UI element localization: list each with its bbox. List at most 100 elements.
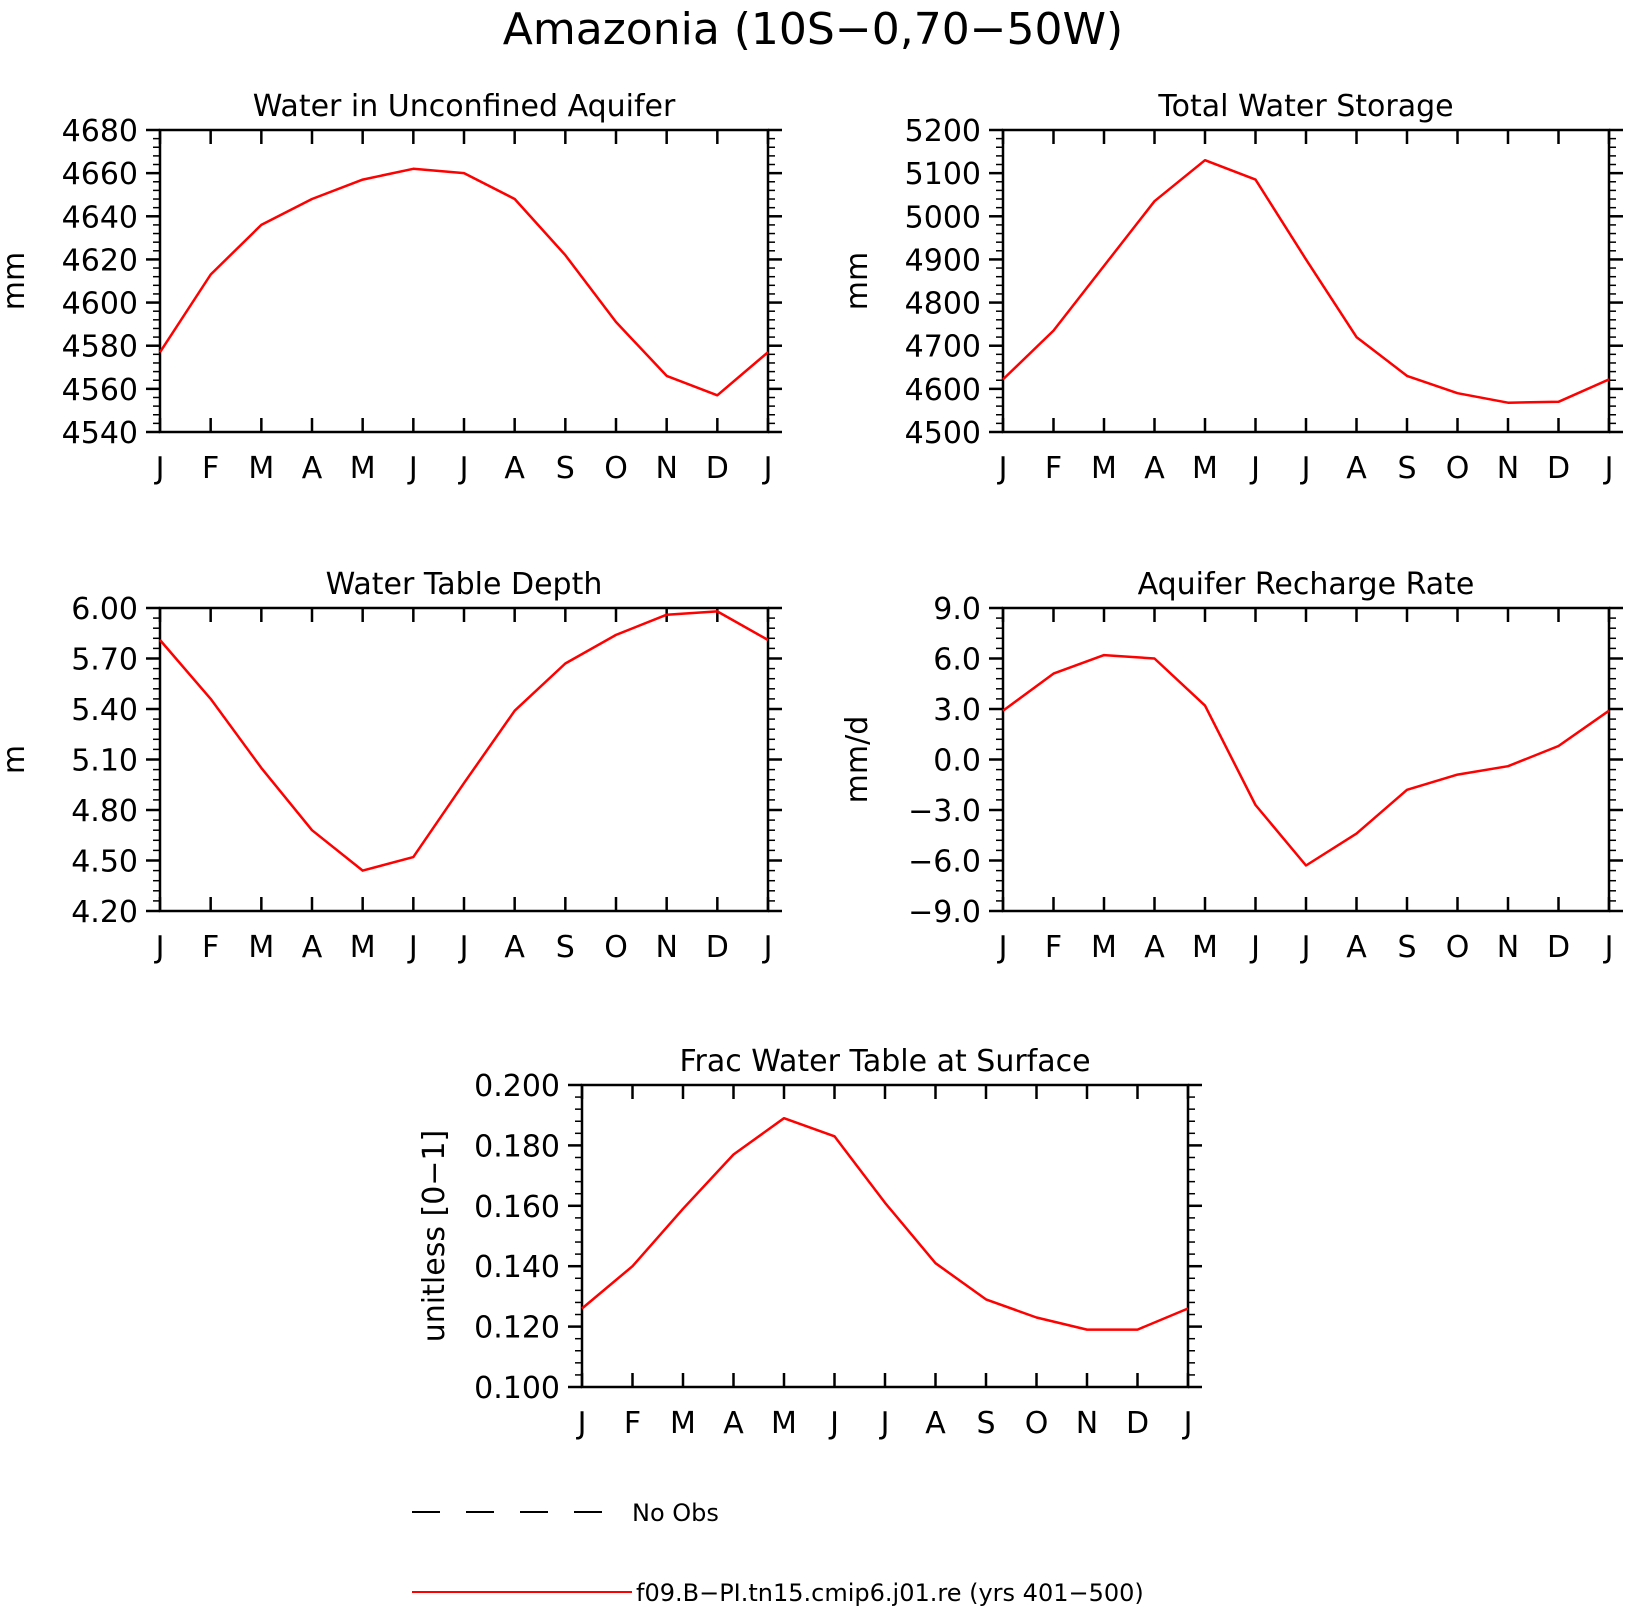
y-tick-label: 6.0: [933, 643, 981, 678]
x-tick-label: J: [154, 451, 165, 486]
y-tick-label: 4540: [62, 416, 138, 451]
y-tick-label: 9.0: [933, 592, 981, 627]
plot-frame: [158, 128, 770, 434]
x-tick-label: D: [1126, 1406, 1149, 1441]
x-tick-label: A: [1346, 451, 1367, 486]
y-axis-label: mm: [0, 252, 32, 310]
x-tick-label: O: [604, 451, 628, 486]
x-tick-label: M: [350, 930, 376, 965]
x-tick-label: J: [879, 1406, 890, 1441]
x-tick-label: M: [1192, 451, 1218, 486]
y-tick-label: 4580: [62, 330, 138, 365]
y-tick-label: 4600: [62, 287, 138, 322]
x-tick-label: M: [248, 451, 274, 486]
y-tick-label: 0.0: [933, 744, 981, 779]
plot-frame: [1001, 128, 1611, 434]
x-tick-label: A: [1346, 930, 1367, 965]
y-axis-label: mm/d: [840, 716, 875, 804]
x-tick-label: D: [706, 451, 729, 486]
y-tick-label: 4.80: [71, 794, 138, 829]
y-tick-label: 4.50: [71, 845, 138, 880]
panel-title: Frac Water Table at Surface: [679, 1044, 1090, 1079]
x-tick-label: J: [1603, 930, 1614, 965]
x-tick-label: J: [576, 1406, 587, 1441]
y-axis-label: m: [0, 745, 32, 774]
x-tick-label: N: [1076, 1406, 1098, 1441]
x-tick-label: O: [1446, 930, 1470, 965]
plot-frame: [580, 1083, 1190, 1389]
x-tick-label: J: [1300, 930, 1311, 965]
x-tick-label: D: [1547, 451, 1570, 486]
series-line: [159, 610, 769, 872]
panel-title: Water Table Depth: [326, 567, 603, 602]
plot-frame: [158, 606, 770, 913]
x-tick-label: M: [1192, 930, 1218, 965]
y-tick-label: 5.10: [71, 744, 138, 779]
y-tick-label: 4620: [62, 243, 138, 278]
x-tick-label: J: [997, 930, 1008, 965]
x-tick-label: S: [556, 451, 575, 486]
y-axis-label: unitless [0−1]: [417, 1130, 452, 1342]
legend: No Obs f09.B−PI.tn15.cmip6.j01.re (yrs 40…: [412, 1499, 1144, 1607]
y-tick-label: 5.40: [71, 693, 138, 728]
y-tick-label: 4560: [62, 373, 138, 408]
y-tick-label: 3.0: [933, 693, 981, 728]
x-tick-label: J: [828, 1406, 839, 1441]
x-tick-label: N: [655, 451, 677, 486]
x-tick-label: M: [350, 451, 376, 486]
panel-title: Water in Unconfined Aquifer: [253, 89, 676, 124]
y-tick-label: 0.200: [474, 1069, 560, 1104]
x-tick-label: M: [1091, 451, 1117, 486]
x-tick-label: S: [1397, 930, 1416, 965]
x-tick-label: F: [1045, 930, 1062, 965]
x-tick-label: J: [458, 930, 469, 965]
series-line: [581, 1116, 1189, 1331]
x-tick-label: F: [202, 930, 219, 965]
series-line: [158, 167, 769, 397]
x-tick-label: J: [1249, 930, 1260, 965]
y-tick-label: 6.00: [71, 592, 138, 627]
y-tick-label: 4900: [905, 243, 981, 278]
figure-title: Amazonia (10S−0,70−50W): [503, 4, 1123, 55]
y-tick-label: 0.100: [474, 1371, 560, 1406]
x-tick-label: O: [1446, 451, 1470, 486]
x-tick-label: J: [762, 930, 773, 965]
x-tick-label: N: [1497, 451, 1519, 486]
y-tick-label: −3.0: [908, 794, 981, 829]
x-tick-label: J: [407, 451, 418, 486]
x-tick-label: J: [997, 451, 1008, 486]
x-tick-label: M: [771, 1406, 797, 1441]
x-tick-label: A: [302, 451, 323, 486]
y-tick-label: 4660: [62, 157, 138, 192]
x-tick-label: M: [670, 1406, 696, 1441]
y-tick-label: 4600: [905, 373, 981, 408]
y-tick-label: −6.0: [908, 845, 981, 880]
y-axis-label: mm: [840, 252, 875, 310]
y-tick-label: 0.140: [474, 1250, 560, 1285]
x-tick-label: J: [154, 930, 165, 965]
y-tick-label: 0.160: [474, 1190, 560, 1225]
y-tick-label: 4800: [905, 287, 981, 322]
x-tick-label: A: [302, 930, 323, 965]
x-tick-label: J: [1300, 451, 1311, 486]
x-tick-label: F: [624, 1406, 641, 1441]
series-line: [1002, 653, 1610, 867]
x-tick-label: D: [706, 930, 729, 965]
legend-label: No Obs: [632, 1499, 719, 1527]
x-tick-label: S: [1397, 451, 1416, 486]
x-tick-label: J: [1182, 1406, 1193, 1441]
x-tick-label: F: [202, 451, 219, 486]
y-tick-label: 4640: [62, 200, 138, 235]
legend-label: f09.B−PI.tn15.cmip6.j01.re (yrs 401−500): [636, 1579, 1144, 1607]
x-tick-label: J: [762, 451, 773, 486]
y-tick-label: 0.180: [474, 1129, 560, 1164]
x-tick-label: A: [925, 1406, 946, 1441]
x-tick-label: A: [504, 451, 525, 486]
x-tick-label: M: [248, 930, 274, 965]
